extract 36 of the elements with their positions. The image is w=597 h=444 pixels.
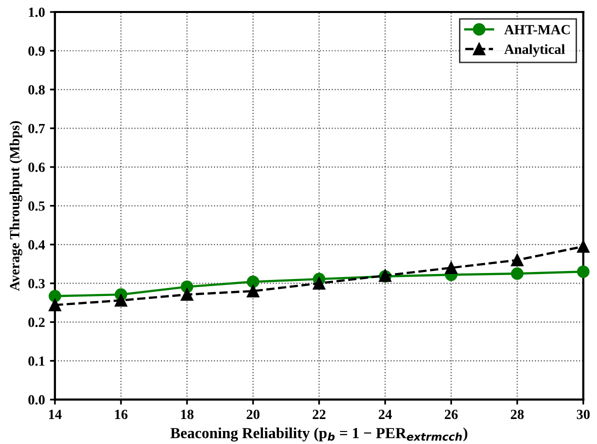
y-tick-label: 0.0	[28, 395, 45, 405]
x-tick-label: 16	[115, 410, 128, 420]
y-tick-label: 1.0	[28, 8, 45, 18]
point	[510, 254, 524, 266]
point	[114, 294, 128, 307]
y-tick-label: 0.6	[28, 162, 45, 172]
legend-label: Analytical	[504, 44, 565, 57]
y-tick-label: 0.4	[28, 240, 45, 250]
x-tick-label: 20	[246, 410, 260, 420]
y-tick-label: 0.5	[28, 201, 45, 211]
x-tick-label: 22	[312, 410, 326, 419]
x-tick-label: 26	[444, 410, 458, 420]
point	[510, 267, 524, 280]
y-tick-label: 0.2	[28, 318, 45, 328]
legend-label: AHT-MAC	[504, 25, 570, 34]
y-tick-label: 0.7	[28, 124, 45, 134]
y-tick-label: 0.1	[28, 356, 44, 366]
y-tick-label: 0.8	[28, 85, 45, 95]
y-tick-label: 0.9	[28, 46, 45, 56]
point	[246, 284, 260, 298]
x-tick-label: 30	[576, 410, 590, 420]
point	[577, 240, 590, 253]
point	[444, 262, 458, 274]
point	[577, 265, 590, 278]
point	[180, 288, 194, 301]
point	[48, 298, 62, 312]
x-tick-label: 18	[181, 410, 194, 420]
point	[246, 276, 260, 288]
y-tick-label: 0.3	[28, 278, 45, 288]
x-tick-label: 24	[378, 410, 392, 419]
x-tick-label: 14	[49, 410, 62, 419]
point	[312, 277, 326, 290]
x-tick-label: 28	[510, 410, 524, 420]
point	[48, 290, 62, 302]
x-axis-title: Beaconing Reliability (p$_{b}$ = 1 − PER$_{extrmcch}$)	[170, 427, 468, 442]
y-axis-title: Average Throughput (Mbps)	[10, 121, 22, 291]
